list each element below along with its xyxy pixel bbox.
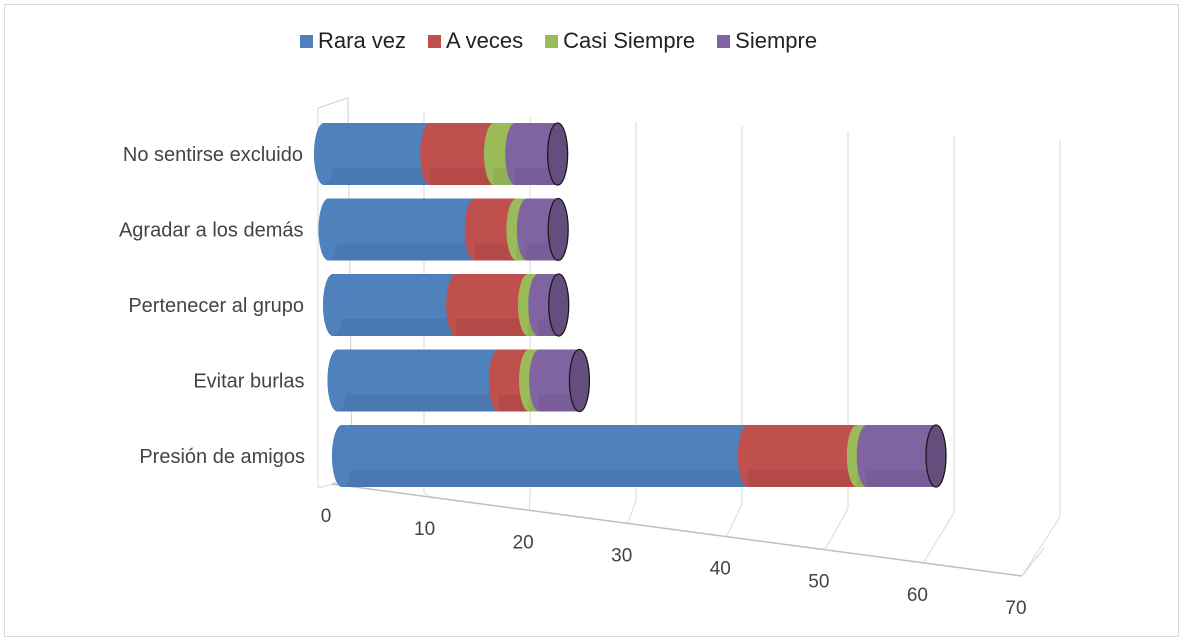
gridline-floor	[317, 483, 333, 489]
bar-left-cap	[327, 349, 348, 412]
legend-item-rara-vez: Rara vez	[300, 28, 406, 54]
gridline-floor	[725, 504, 743, 537]
bar-end-cap	[926, 425, 946, 487]
bar-end-cap	[547, 123, 568, 185]
bar-segment-shade	[341, 469, 749, 487]
legend-label: A veces	[446, 28, 524, 53]
x-tick-label: 40	[710, 559, 731, 580]
bar-left-cap	[318, 198, 339, 261]
category-label: Evitar burlas	[193, 371, 304, 393]
bar-segment-shade	[337, 394, 500, 412]
bar-end-cap	[569, 349, 590, 412]
category-label: Pertenecer al grupo	[128, 295, 304, 317]
bar-segment-shade	[328, 243, 476, 261]
chart-frame	[4, 4, 1179, 637]
bar-segment-shade	[332, 318, 457, 336]
category-label: Presión de amigos	[139, 446, 305, 468]
bar-left-cap	[323, 274, 343, 336]
x-tick-label: 60	[907, 585, 928, 606]
bar-segment-shade	[514, 167, 559, 185]
gridline-floor	[627, 500, 637, 524]
legend: Rara vez A veces Casi Siempre Siempre	[300, 28, 817, 54]
bar-segment-shade	[747, 469, 858, 487]
legend-label: Siempre	[735, 28, 818, 53]
bar-end-cap	[548, 274, 569, 336]
legend-item-a-veces: A veces	[428, 28, 523, 54]
legend-label: Casi Siempre	[563, 28, 696, 53]
x-tick-label: 70	[1005, 598, 1026, 619]
bar-segment-shade	[538, 394, 580, 412]
gridline-floor	[824, 508, 849, 550]
bar-segment-shade	[455, 318, 529, 336]
legend-swatch	[300, 34, 313, 48]
x-tick-label: 30	[611, 545, 632, 566]
floor-edge	[1021, 547, 1045, 577]
legend-swatch	[545, 34, 559, 48]
bar-segment-shade	[429, 167, 495, 185]
category-label: Agradar a los demás	[119, 220, 304, 242]
bar-end-cap-outline	[546, 122, 569, 186]
x-tick-label: 0	[321, 506, 332, 527]
gridline-floor	[528, 496, 531, 511]
bar-end-cap-outline	[547, 197, 569, 262]
bar-left-cap	[332, 425, 352, 487]
legend-swatch	[717, 34, 731, 48]
legend-item-siempre: Siempre	[717, 28, 817, 54]
legend-item-casi-siempre: Casi Siempre	[545, 28, 695, 54]
legend-swatch	[428, 34, 442, 48]
bar-left-cap	[314, 123, 334, 185]
bar-segment-shade	[323, 167, 431, 185]
x-axis-line	[331, 483, 1023, 577]
category-label: No sentirse excluido	[123, 144, 303, 166]
bar-end-cap-outline	[548, 273, 570, 337]
legend-label: Rara vez	[318, 28, 407, 53]
bar-end-cap-outline	[568, 348, 591, 413]
x-tick-label: 50	[808, 572, 829, 593]
bar-segment-shade	[866, 469, 937, 487]
gridline-floor	[923, 512, 955, 564]
bar-end-cap-outline	[925, 424, 947, 488]
x-tick-label: 20	[513, 532, 534, 553]
x-tick-label: 10	[414, 519, 435, 540]
bar-end-cap	[548, 198, 569, 261]
bar-segment-shade	[474, 243, 517, 261]
gridline-floor	[1021, 516, 1061, 577]
